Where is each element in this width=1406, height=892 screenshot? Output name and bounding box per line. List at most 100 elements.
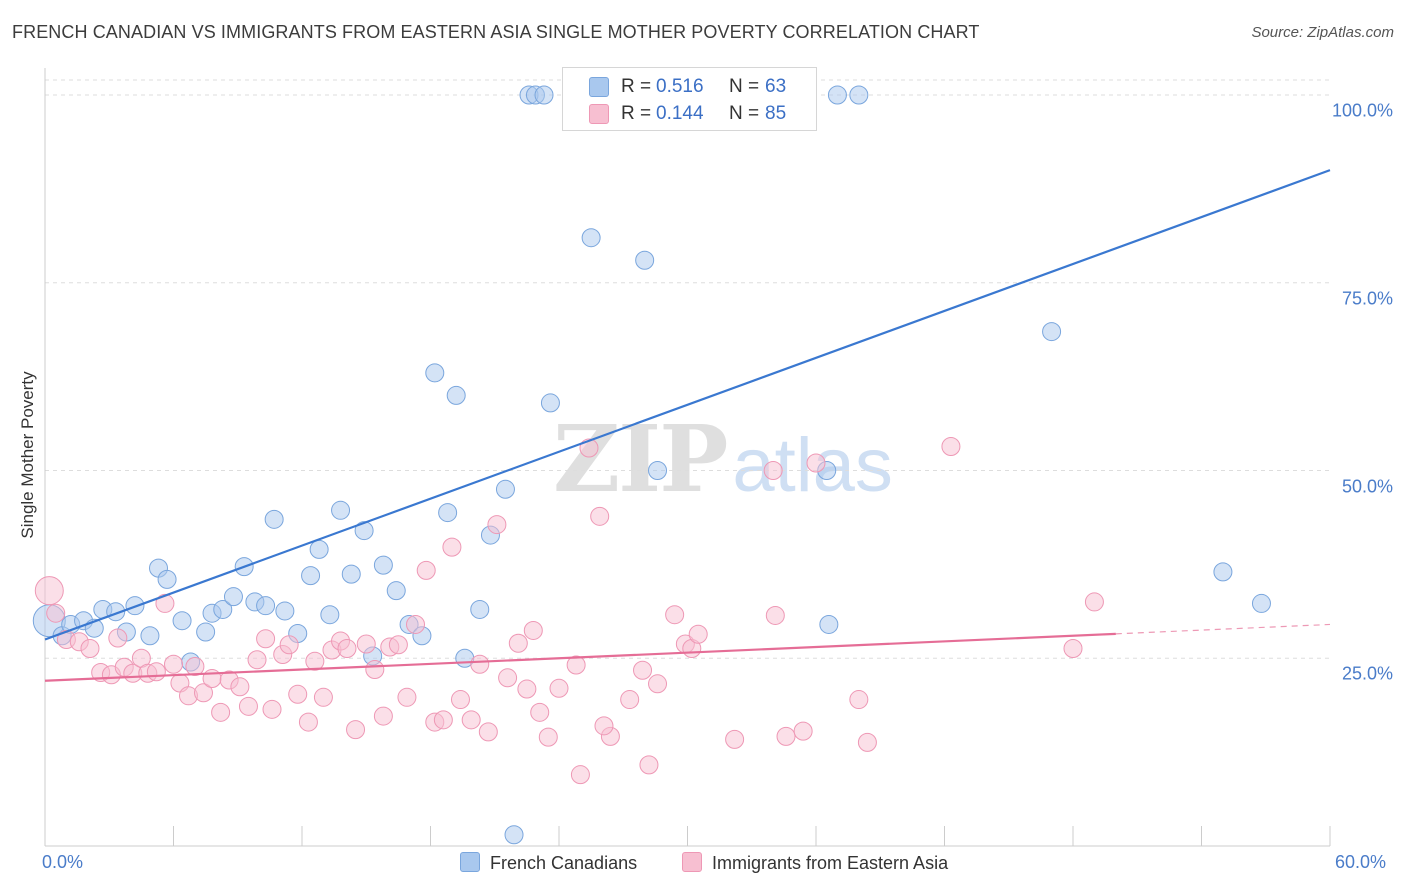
data-point xyxy=(1213,562,1233,582)
data-point xyxy=(213,599,233,619)
data-point xyxy=(309,539,329,559)
data-point xyxy=(140,626,160,646)
legend-r-label: R = xyxy=(621,103,652,124)
data-point xyxy=(247,650,267,670)
data-point xyxy=(337,638,357,658)
legend-swatch-blue xyxy=(460,852,480,872)
data-point xyxy=(1251,593,1271,613)
data-point xyxy=(857,732,877,752)
data-point xyxy=(487,515,507,535)
data-point xyxy=(230,677,250,697)
data-point xyxy=(793,721,813,741)
data-point xyxy=(635,250,655,270)
legend-row-pink: R = 0.144 N = 85 xyxy=(563,100,816,128)
data-point xyxy=(238,696,258,716)
data-point xyxy=(386,581,406,601)
legend-n-value: 85 xyxy=(765,103,787,124)
data-point xyxy=(508,633,528,653)
data-point xyxy=(566,655,586,675)
data-point xyxy=(373,706,393,726)
axis-layer xyxy=(44,68,1331,847)
trend-layer xyxy=(44,169,1331,682)
data-point xyxy=(517,679,537,699)
data-point xyxy=(538,727,558,747)
data-point xyxy=(1042,322,1062,342)
data-point xyxy=(223,587,243,607)
data-point xyxy=(549,678,569,698)
data-point xyxy=(438,503,458,523)
data-point xyxy=(313,687,333,707)
series-immigrants-eastern-asia xyxy=(34,436,1104,785)
data-point xyxy=(172,611,192,631)
legend-r-label: R = xyxy=(621,76,652,97)
legend-item-immigrants-eastern-asia: Immigrants from Eastern Asia xyxy=(682,852,948,874)
y-tick-label: 50.0% xyxy=(1341,476,1393,496)
data-point xyxy=(590,506,610,526)
data-point xyxy=(146,662,166,682)
data-point xyxy=(534,85,554,105)
data-point xyxy=(470,654,490,674)
data-point xyxy=(262,699,282,719)
data-point xyxy=(211,702,231,722)
data-point xyxy=(530,702,550,722)
legend-swatch-pink xyxy=(589,104,609,124)
data-point xyxy=(279,635,299,655)
data-point xyxy=(34,576,64,606)
data-point xyxy=(849,690,869,710)
y-tick-label: 75.0% xyxy=(1341,288,1393,309)
legend-swatch-pink xyxy=(682,852,702,872)
data-point xyxy=(498,668,518,688)
legend-item-french-canadians: French Canadians xyxy=(460,852,637,874)
data-point xyxy=(301,566,321,586)
source-label: Source: ZipAtlas.com xyxy=(1251,24,1394,41)
data-point xyxy=(425,363,445,383)
data-point xyxy=(406,614,426,634)
data-point xyxy=(523,620,543,640)
legend-swatch-blue xyxy=(589,77,609,97)
data-point xyxy=(155,593,175,613)
data-point xyxy=(346,720,366,740)
legend-label: French Canadians xyxy=(490,853,638,873)
data-point xyxy=(442,537,462,557)
y-axis-label: Single Mother Poverty xyxy=(18,371,37,539)
data-point xyxy=(540,393,560,413)
data-point xyxy=(470,599,490,619)
data-point xyxy=(849,85,869,105)
data-point xyxy=(594,716,614,736)
data-point xyxy=(581,228,601,248)
data-point xyxy=(157,569,177,589)
data-point xyxy=(504,825,524,845)
data-point xyxy=(185,657,205,677)
data-point xyxy=(305,651,325,671)
data-point xyxy=(256,596,276,616)
data-point xyxy=(763,461,783,481)
data-point xyxy=(570,765,590,785)
trend-line xyxy=(44,169,1331,641)
data-point xyxy=(320,605,340,625)
data-point xyxy=(446,385,466,405)
data-point xyxy=(725,729,745,749)
data-point xyxy=(354,521,374,541)
legend-r-value: 0.516 xyxy=(656,76,704,97)
legend-n-value: 63 xyxy=(765,76,787,97)
data-point xyxy=(461,710,481,730)
data-point xyxy=(46,603,66,623)
data-point xyxy=(478,722,498,742)
data-point xyxy=(665,605,685,625)
data-point xyxy=(941,436,961,456)
chart-title: FRENCH CANADIAN VS IMMIGRANTS FROM EASTE… xyxy=(12,22,980,42)
trend-line xyxy=(44,632,1116,682)
data-point xyxy=(688,624,708,644)
data-point xyxy=(450,690,470,710)
data-point xyxy=(196,622,216,642)
data-point xyxy=(365,660,385,680)
trend-line-extension xyxy=(1115,623,1331,635)
data-point xyxy=(776,726,796,746)
data-point xyxy=(331,500,351,520)
data-point xyxy=(648,461,668,481)
data-point xyxy=(639,755,659,775)
data-point xyxy=(193,683,213,703)
data-point xyxy=(495,479,515,499)
data-point xyxy=(80,638,100,658)
